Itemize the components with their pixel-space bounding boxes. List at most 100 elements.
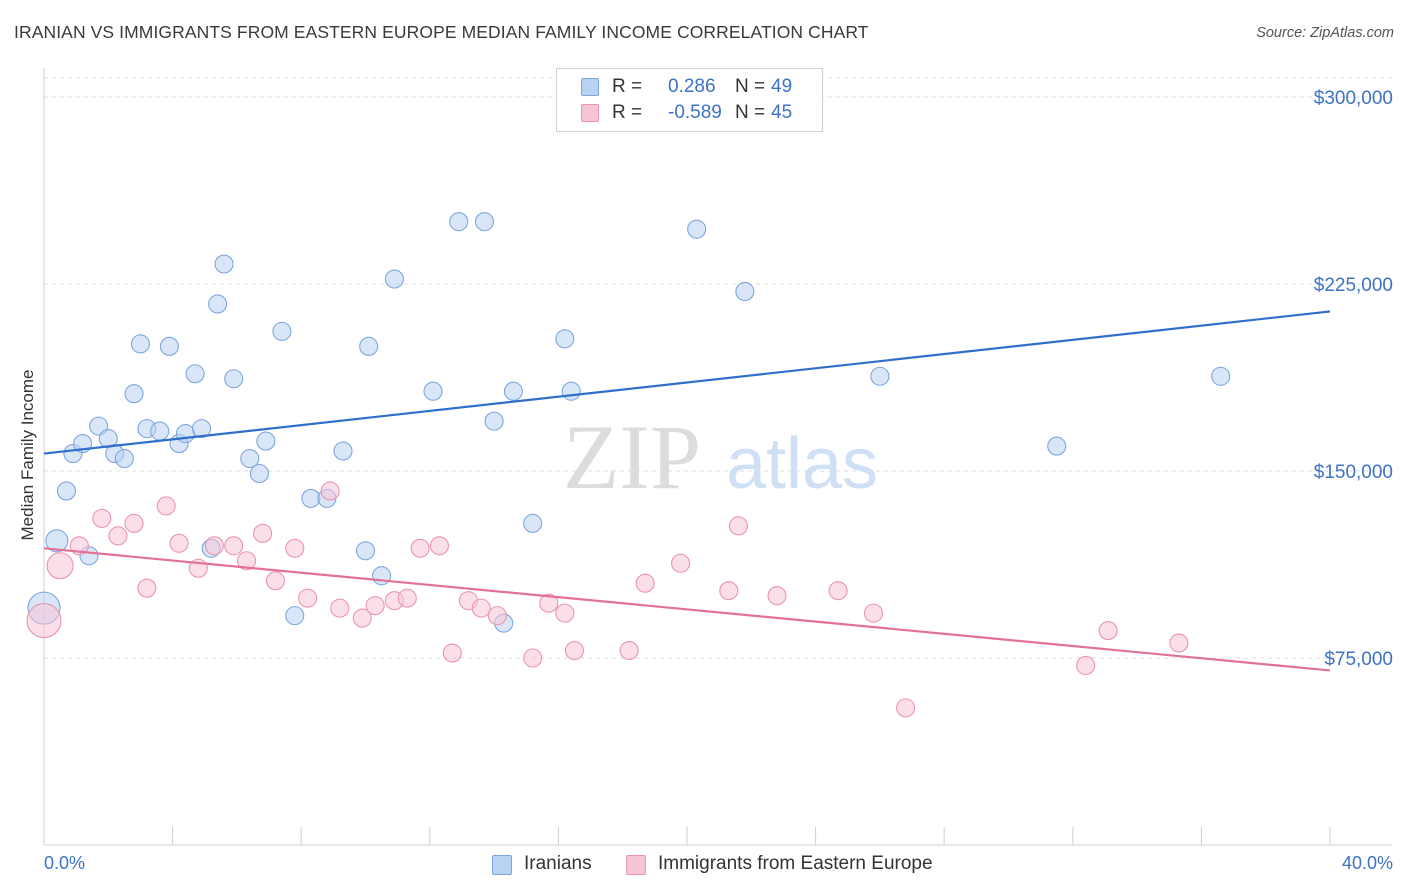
iranian-point	[130, 334, 150, 354]
y-tick-label: $150,000	[1314, 462, 1393, 483]
iranian-point	[224, 369, 244, 389]
iranian-point	[359, 336, 379, 356]
y-tick-label: $75,000	[1324, 649, 1393, 670]
iranian-point	[249, 463, 269, 484]
legend-swatch-pink	[626, 855, 646, 875]
iranian-point	[285, 606, 305, 626]
legend-label-eastern-europe: Immigrants from Eastern Europe	[658, 853, 933, 874]
iranian-point	[256, 431, 276, 451]
iranian-point	[484, 411, 504, 431]
eastern-europe-point	[410, 538, 430, 558]
eastern-europe-trend-line	[43, 547, 1331, 672]
eastern-europe-point	[564, 640, 585, 661]
eastern-europe-point	[767, 586, 787, 606]
series-legend: Iranians Immigrants from Eastern Europe	[0, 852, 1406, 878]
eastern-europe-point	[1169, 633, 1189, 653]
eastern-europe-point	[330, 598, 350, 618]
eastern-europe-point	[442, 643, 462, 663]
eastern-europe-point	[539, 593, 559, 613]
eastern-europe-point	[320, 481, 340, 501]
iranian-point	[1047, 436, 1067, 456]
eastern-europe-point	[719, 581, 739, 601]
iranian-point	[523, 513, 543, 533]
iranian-point	[175, 424, 196, 444]
y-axis-label: Median Family Income	[18, 369, 37, 540]
legend-swatch-blue	[581, 78, 599, 96]
tick-labels: $75,000 $150,000 $225,000 $300,000 0.0% 40.0%	[44, 88, 1393, 873]
watermark-zip: ZIP	[563, 406, 701, 508]
iranian-point	[214, 254, 234, 274]
iranian-trend-line	[43, 310, 1331, 455]
legend-r-label: R =	[612, 76, 643, 97]
iranian-point	[355, 541, 376, 561]
eastern-europe-point	[728, 516, 748, 536]
iranian-point	[114, 448, 134, 469]
iranian-point	[45, 529, 69, 553]
iranian-point	[208, 294, 228, 314]
eastern-europe-point	[863, 603, 884, 623]
legend-r-value: -0.589	[668, 102, 722, 123]
y-tick-label: $300,000	[1314, 88, 1393, 109]
iranian-point	[301, 488, 321, 508]
iranian-point	[870, 366, 890, 386]
x-tick-label-min: 0.0%	[44, 853, 85, 873]
iranian-point	[687, 219, 707, 239]
iranian-point	[555, 329, 575, 349]
eastern-europe-point	[253, 523, 273, 543]
legend-n-label: N =	[735, 102, 766, 123]
eastern-europe-point	[397, 588, 417, 608]
eastern-europe-point	[204, 536, 224, 556]
eastern-europe-point	[265, 571, 286, 591]
iranian-point	[423, 381, 443, 401]
x-tick-label-max: 40.0%	[1342, 853, 1393, 873]
iranian-point	[449, 212, 469, 232]
y-tick-label: $225,000	[1314, 275, 1393, 296]
data-points	[26, 212, 1231, 718]
eastern-europe-point	[124, 513, 144, 533]
iranian-point	[150, 421, 170, 441]
watermark: ZIP atlas	[563, 406, 878, 508]
legend-n-value: 45	[771, 102, 793, 123]
source-credit: Source: ZipAtlas.com	[1256, 25, 1394, 41]
iranian-point	[1211, 366, 1231, 386]
iranian-point	[185, 364, 205, 384]
chart-title: IRANIAN VS IMMIGRANTS FROM EASTERN EUROP…	[14, 22, 869, 42]
eastern-europe-point	[523, 648, 543, 668]
legend-swatch-blue	[492, 855, 512, 875]
iranian-point	[240, 448, 260, 469]
eastern-europe-point	[896, 698, 916, 718]
eastern-europe-point	[635, 573, 655, 593]
eastern-europe-point	[169, 533, 189, 553]
axes	[43, 68, 1392, 846]
eastern-europe-point	[46, 552, 74, 580]
eastern-europe-point	[298, 588, 318, 608]
eastern-europe-point	[671, 553, 691, 573]
eastern-europe-point	[1098, 621, 1118, 641]
eastern-europe-point	[352, 608, 372, 628]
iranian-point	[735, 281, 755, 302]
iranian-point	[333, 441, 353, 461]
eastern-europe-point	[828, 581, 848, 601]
correlation-legend: R = 0.286 N = 49 R = -0.589 N = 45	[556, 68, 823, 132]
eastern-europe-point	[92, 508, 112, 528]
iranian-point	[56, 481, 77, 501]
legend-r-value: 0.286	[668, 76, 716, 97]
eastern-europe-point	[429, 536, 449, 556]
eastern-europe-point	[285, 538, 305, 558]
eastern-europe-point	[137, 578, 157, 598]
eastern-europe-point	[487, 606, 507, 626]
eastern-europe-point	[26, 603, 62, 639]
eastern-europe-point	[1076, 655, 1096, 676]
legend-label-iranians: Iranians	[524, 853, 592, 874]
eastern-europe-point	[224, 536, 244, 556]
iranian-point	[474, 212, 495, 232]
legend-n-label: N =	[735, 76, 766, 97]
iranian-point	[159, 336, 179, 356]
legend-swatch-pink	[581, 104, 599, 122]
watermark-atlas: atlas	[726, 424, 878, 504]
eastern-europe-point	[619, 640, 639, 661]
grid-lines	[44, 77, 1392, 659]
iranian-point	[384, 269, 404, 289]
eastern-europe-point	[365, 596, 385, 616]
